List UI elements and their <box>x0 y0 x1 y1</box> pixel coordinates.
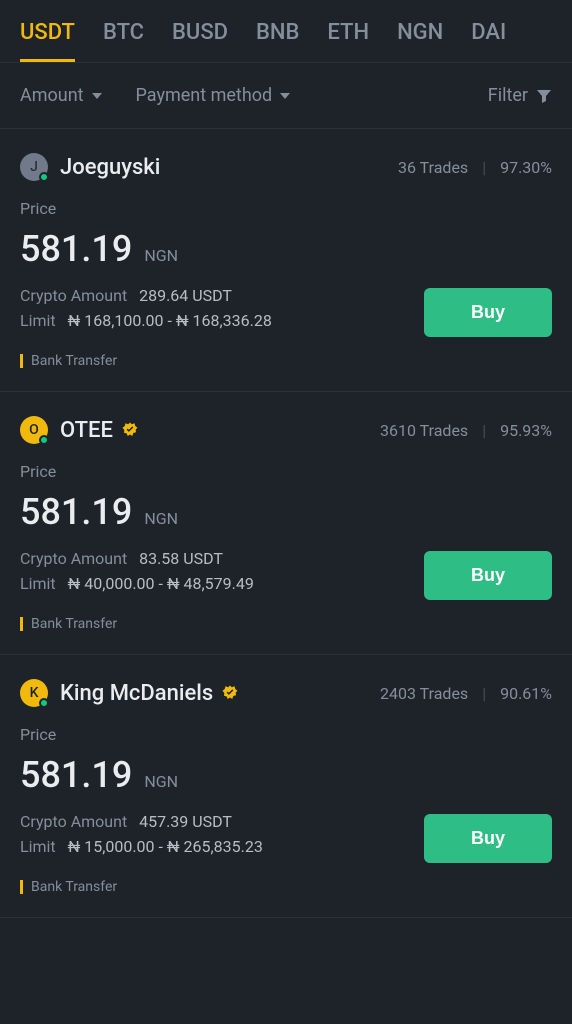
listing-item: K King McDaniels 2403 Trades | 90.61% Pr… <box>0 655 572 918</box>
chevron-down-icon <box>92 93 102 99</box>
trades-count: 2403 Trades <box>380 684 468 703</box>
detail-row: Crypto Amount 289.64 USDT Limit ₦ 168,10… <box>20 286 552 337</box>
filter-bar: Amount Payment method Filter <box>0 63 572 129</box>
online-indicator <box>39 172 49 182</box>
listing-item: J Joeguyski 36 Trades | 97.30% Price 581… <box>0 129 572 392</box>
limit-value: ₦ 168,100.00 - ₦ 168,336.28 <box>68 311 272 330</box>
completion-rate: 97.30% <box>500 158 552 177</box>
detail-row: Crypto Amount 83.58 USDT Limit ₦ 40,000.… <box>20 549 552 600</box>
price-row: 581.19 NGN <box>20 754 552 796</box>
crypto-amount-label: Crypto Amount <box>20 812 127 831</box>
completion-rate: 90.61% <box>500 684 552 703</box>
price-label: Price <box>20 462 552 481</box>
limit-value: ₦ 15,000.00 - ₦ 265,835.23 <box>68 837 263 856</box>
details-left: Crypto Amount 289.64 USDT Limit ₦ 168,10… <box>20 286 424 336</box>
details-left: Crypto Amount 83.58 USDT Limit ₦ 40,000.… <box>20 549 424 599</box>
trade-stats: 3610 Trades | 95.93% <box>380 421 552 440</box>
online-indicator <box>39 435 49 445</box>
avatar-letter: O <box>29 422 39 438</box>
price-currency: NGN <box>144 509 178 528</box>
verified-icon <box>221 684 239 702</box>
limit-line: Limit ₦ 168,100.00 - ₦ 168,336.28 <box>20 311 424 330</box>
payment-method-tag: Bank Transfer <box>20 879 552 895</box>
limit-label: Limit <box>20 574 56 593</box>
payment-method-tag: Bank Transfer <box>20 353 552 369</box>
tab-busd[interactable]: BUSD <box>172 20 228 62</box>
trader-name: Joeguyski <box>60 155 160 180</box>
payment-method-filter[interactable]: Payment method <box>136 85 291 106</box>
currency-tabs: USDT BTC BUSD BNB ETH NGN DAI <box>0 0 572 63</box>
filter-label: Filter <box>488 85 528 106</box>
funnel-icon <box>536 88 552 104</box>
price-label: Price <box>20 199 552 218</box>
detail-row: Crypto Amount 457.39 USDT Limit ₦ 15,000… <box>20 812 552 863</box>
verified-icon <box>121 421 139 439</box>
divider: | <box>482 684 486 703</box>
crypto-amount-value: 457.39 USDT <box>139 812 232 831</box>
tab-btc[interactable]: BTC <box>103 20 144 62</box>
trader-name: OTEE <box>60 418 113 443</box>
avatar: K <box>20 679 48 707</box>
avatar-letter: K <box>30 685 39 701</box>
crypto-amount-line: Crypto Amount 83.58 USDT <box>20 549 424 568</box>
trader-name: King McDaniels <box>60 681 213 706</box>
limit-label: Limit <box>20 311 56 330</box>
details-left: Crypto Amount 457.39 USDT Limit ₦ 15,000… <box>20 812 424 862</box>
divider: | <box>482 421 486 440</box>
payment-method-name: Bank Transfer <box>31 879 117 895</box>
trader-header[interactable]: O OTEE 3610 Trades | 95.93% <box>20 416 552 444</box>
listing-item: O OTEE 3610 Trades | 95.93% Price 581.19… <box>0 392 572 655</box>
amount-filter[interactable]: Amount <box>20 85 102 106</box>
online-indicator <box>39 698 49 708</box>
tab-ngn[interactable]: NGN <box>397 20 443 62</box>
limit-line: Limit ₦ 40,000.00 - ₦ 48,579.49 <box>20 574 424 593</box>
price-value: 581.19 <box>20 754 132 796</box>
limit-line: Limit ₦ 15,000.00 - ₦ 265,835.23 <box>20 837 424 856</box>
completion-rate: 95.93% <box>500 421 552 440</box>
crypto-amount-label: Crypto Amount <box>20 549 127 568</box>
payment-method-tag: Bank Transfer <box>20 616 552 632</box>
trade-stats: 2403 Trades | 90.61% <box>380 684 552 703</box>
avatar-letter: J <box>30 159 38 175</box>
crypto-amount-value: 289.64 USDT <box>139 286 232 305</box>
buy-button[interactable]: Buy <box>424 288 552 337</box>
price-value: 581.19 <box>20 228 132 270</box>
trades-count: 36 Trades <box>398 158 468 177</box>
buy-button[interactable]: Buy <box>424 551 552 600</box>
avatar: J <box>20 153 48 181</box>
filter-button[interactable]: Filter <box>488 85 552 106</box>
price-currency: NGN <box>144 772 178 791</box>
tab-bnb[interactable]: BNB <box>256 20 299 62</box>
tab-eth[interactable]: ETH <box>327 20 369 62</box>
crypto-amount-line: Crypto Amount 289.64 USDT <box>20 286 424 305</box>
divider: | <box>482 158 486 177</box>
chevron-down-icon <box>280 93 290 99</box>
crypto-amount-value: 83.58 USDT <box>139 549 223 568</box>
price-row: 581.19 NGN <box>20 228 552 270</box>
trades-count: 3610 Trades <box>380 421 468 440</box>
price-value: 581.19 <box>20 491 132 533</box>
trade-stats: 36 Trades | 97.30% <box>398 158 552 177</box>
payment-method-name: Bank Transfer <box>31 353 117 369</box>
price-label: Price <box>20 725 552 744</box>
tab-usdt[interactable]: USDT <box>20 20 75 62</box>
payment-method-name: Bank Transfer <box>31 616 117 632</box>
price-row: 581.19 NGN <box>20 491 552 533</box>
crypto-amount-label: Crypto Amount <box>20 286 127 305</box>
payment-method-label: Payment method <box>136 85 273 106</box>
limit-value: ₦ 40,000.00 - ₦ 48,579.49 <box>68 574 254 593</box>
avatar: O <box>20 416 48 444</box>
trader-header[interactable]: J Joeguyski 36 Trades | 97.30% <box>20 153 552 181</box>
trader-header[interactable]: K King McDaniels 2403 Trades | 90.61% <box>20 679 552 707</box>
crypto-amount-line: Crypto Amount 457.39 USDT <box>20 812 424 831</box>
limit-label: Limit <box>20 837 56 856</box>
tab-dai[interactable]: DAI <box>471 20 506 62</box>
amount-filter-label: Amount <box>20 85 84 106</box>
buy-button[interactable]: Buy <box>424 814 552 863</box>
price-currency: NGN <box>144 246 178 265</box>
listings-container: J Joeguyski 36 Trades | 97.30% Price 581… <box>0 129 572 918</box>
